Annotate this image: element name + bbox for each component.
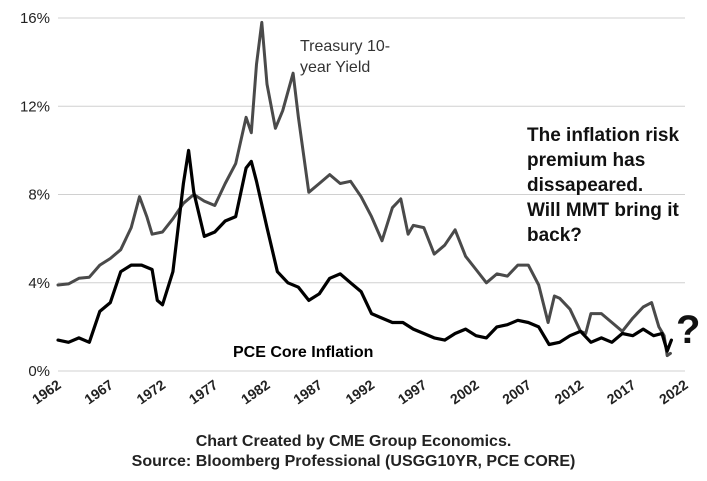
x-tick-label: 1992 — [343, 376, 378, 407]
callout-line-4: Will MMT bring it — [527, 200, 679, 221]
x-tick-label: 1977 — [186, 376, 221, 407]
series-lines — [56, 20, 674, 358]
x-tick-label: 1997 — [395, 376, 430, 407]
y-axis-ticks: 0% 4% 8% 12% 16% — [20, 10, 50, 380]
question-mark-annotation: ? — [676, 308, 700, 352]
x-axis-ticks: 1962 1967 1972 1977 1982 1987 1992 1997 2002 2007… — [29, 376, 691, 407]
y-tick-label: 0% — [28, 363, 50, 380]
x-tick-label: 2002 — [447, 376, 482, 407]
pce-core-inflation-line — [56, 148, 674, 353]
callout-line-2: premium has — [527, 150, 645, 171]
y-tick-label: 12% — [20, 98, 50, 115]
callout-line-3: dissapeared. — [527, 175, 643, 196]
x-tick-label: 2022 — [656, 376, 691, 407]
pce-label: PCE Core Inflation — [233, 344, 373, 361]
x-tick-label: 1967 — [81, 376, 116, 407]
x-tick-label: 1972 — [134, 376, 169, 407]
x-tick-label: 2007 — [499, 376, 534, 407]
annotation-callout: The inflation risk premium has dissapear… — [527, 125, 679, 246]
treasury-label-line-1: Treasury 10- — [300, 38, 390, 55]
source-citation-line: Source: Bloomberg Professional (USGG10YR… — [131, 453, 576, 470]
line-chart: 0% 4% 8% 12% 16% 1962 1967 1972 1977 1982 1987 199… — [20, 10, 700, 407]
source-credit-line: Chart Created by CME Group Economics. — [195, 433, 512, 450]
x-tick-label: 2012 — [552, 376, 587, 407]
gridlines — [58, 17, 685, 372]
x-tick-label: 1987 — [290, 376, 325, 407]
callout-line-1: The inflation risk — [527, 125, 679, 146]
y-tick-label: 16% — [20, 10, 50, 27]
x-tick-label: 1982 — [238, 376, 273, 407]
y-tick-label: 8% — [28, 187, 50, 204]
x-tick-label: 2017 — [604, 376, 639, 407]
treasury-label-line-2: year Yield — [300, 59, 370, 76]
y-tick-label: 4% — [28, 275, 50, 292]
callout-line-5: back? — [527, 225, 582, 246]
x-tick-label: 1962 — [29, 376, 64, 407]
